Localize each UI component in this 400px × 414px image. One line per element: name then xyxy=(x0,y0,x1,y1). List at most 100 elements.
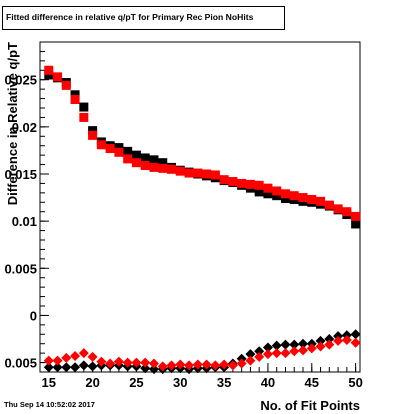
data-point-square xyxy=(70,95,80,105)
data-point-diamond xyxy=(280,348,291,359)
data-point-square xyxy=(202,169,212,179)
data-point-square xyxy=(228,177,238,187)
data-point-diamond xyxy=(289,346,300,357)
data-point-diamond xyxy=(140,363,151,374)
data-point-square xyxy=(307,194,317,204)
data-point-square xyxy=(158,158,168,168)
data-markers xyxy=(43,65,361,375)
y-tick-label: 0 xyxy=(30,308,37,323)
x-tick-label: 20 xyxy=(85,375,99,390)
data-point-diamond xyxy=(140,357,151,368)
chart-title-box: Fitted difference in relative q/pT for P… xyxy=(2,6,285,30)
data-point-diamond xyxy=(61,362,72,373)
data-point-diamond xyxy=(236,358,247,369)
data-point-square xyxy=(263,183,273,193)
data-point-square xyxy=(193,168,203,178)
timestamp-label: Thu Sep 14 10:52:02 2017 xyxy=(4,400,95,409)
data-point-square xyxy=(333,204,343,214)
data-point-diamond xyxy=(245,349,256,360)
data-point-diamond xyxy=(96,356,107,367)
data-point-square xyxy=(280,194,290,204)
y-tick-label: 0.025 xyxy=(4,73,37,88)
x-tick-label: 15 xyxy=(42,375,56,390)
data-point-diamond xyxy=(262,342,273,353)
data-point-diamond xyxy=(219,359,230,370)
data-point-diamond xyxy=(333,335,344,346)
x-axis-label: No. of Fit Points xyxy=(260,398,360,413)
x-tick-label: 25 xyxy=(129,375,143,390)
data-point-diamond xyxy=(315,341,326,352)
data-point-diamond xyxy=(105,358,116,369)
data-point-square xyxy=(351,211,361,221)
data-point-square xyxy=(70,90,80,100)
data-point-diamond xyxy=(192,359,203,370)
data-point-diamond xyxy=(324,334,335,344)
data-point-square xyxy=(131,158,141,168)
data-point-diamond xyxy=(341,334,352,345)
y-tick-label: 0.005 xyxy=(4,356,37,371)
data-point-square xyxy=(167,164,177,174)
data-point-square xyxy=(88,126,98,136)
data-point-square xyxy=(254,187,264,197)
data-point-diamond xyxy=(306,343,317,354)
data-point-diamond xyxy=(280,339,291,350)
x-tick-label: 30 xyxy=(173,375,187,390)
data-point-diamond xyxy=(78,360,89,371)
data-point-diamond xyxy=(324,339,335,350)
data-point-square xyxy=(123,146,133,156)
data-point-diamond xyxy=(175,359,186,370)
data-point-square xyxy=(114,143,124,153)
data-point-square xyxy=(96,140,106,150)
data-point-square xyxy=(184,168,194,178)
y-axis: 0.005 0 0.005 0.01 0.015 0.02 0.025 xyxy=(4,41,49,373)
data-point-square xyxy=(149,155,159,165)
data-point-square xyxy=(79,102,89,112)
data-point-diamond xyxy=(262,349,273,360)
data-point-square xyxy=(123,154,133,164)
data-point-square xyxy=(61,80,71,90)
x-tick-label: 35 xyxy=(217,375,231,390)
data-point-square xyxy=(237,178,247,188)
y-tick-label: 0.005 xyxy=(4,261,37,276)
data-point-square xyxy=(131,150,141,160)
data-point-diamond xyxy=(201,359,212,370)
data-point-diamond xyxy=(350,329,361,340)
data-point-square xyxy=(140,153,150,163)
data-point-square xyxy=(219,175,229,185)
data-point-square xyxy=(105,144,115,154)
data-point-square xyxy=(289,191,299,201)
data-point-diamond xyxy=(227,360,238,371)
data-point-diamond xyxy=(245,355,256,366)
data-point-square xyxy=(79,112,89,122)
data-point-square xyxy=(280,189,290,199)
data-point-square xyxy=(324,200,334,210)
data-point-diamond xyxy=(43,355,54,366)
data-point-square xyxy=(316,196,326,206)
data-point-diamond xyxy=(87,361,98,372)
data-point-diamond xyxy=(43,362,54,373)
data-point-diamond xyxy=(70,350,81,361)
data-point-square xyxy=(298,193,308,203)
data-point-diamond xyxy=(52,362,63,373)
data-point-square xyxy=(351,219,361,229)
data-point-square xyxy=(88,130,98,140)
data-point-diamond xyxy=(148,358,159,369)
data-point-diamond xyxy=(210,360,221,371)
data-point-diamond xyxy=(271,348,282,359)
data-point-square xyxy=(254,180,264,190)
y-axis-label: Difference in Relative q/pT xyxy=(5,42,20,205)
data-point-diamond xyxy=(271,340,282,351)
data-point-square xyxy=(158,163,168,173)
plot-frame xyxy=(39,41,361,373)
data-point-diamond xyxy=(87,351,98,362)
data-point-diamond xyxy=(61,352,72,363)
data-point-diamond xyxy=(254,346,265,357)
data-point-diamond xyxy=(315,335,326,346)
data-point-diamond xyxy=(184,360,195,371)
data-point-square xyxy=(175,166,185,176)
data-point-diamond xyxy=(78,348,89,359)
data-point-square xyxy=(245,179,255,189)
x-tick-label: 40 xyxy=(261,375,275,390)
data-point-square xyxy=(140,161,150,171)
